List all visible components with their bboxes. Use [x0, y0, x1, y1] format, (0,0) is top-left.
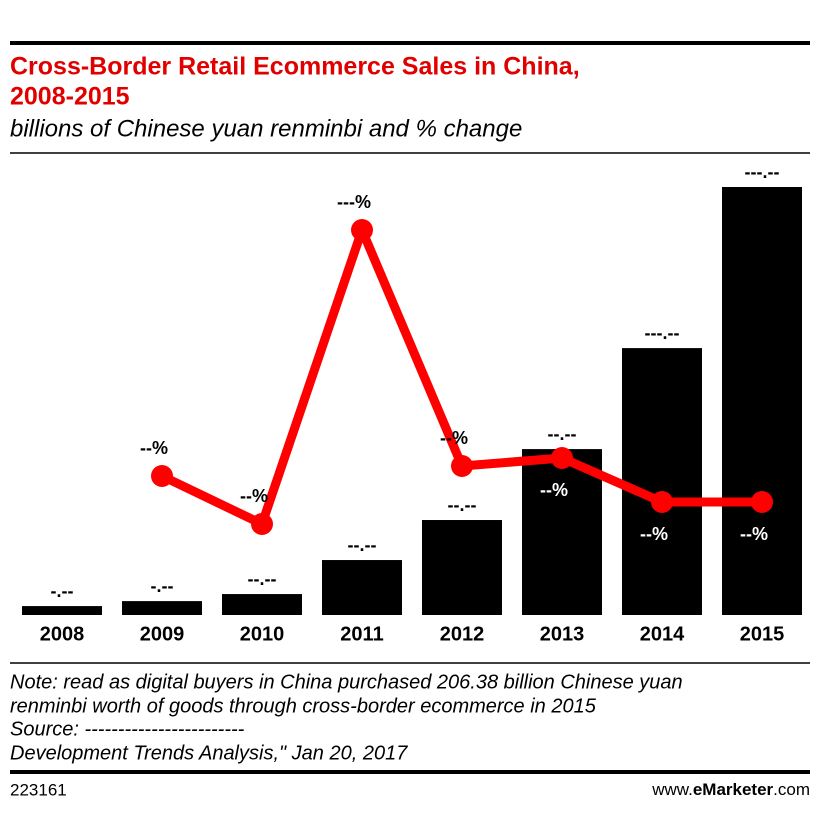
- bar: [22, 606, 102, 615]
- chart-subtitle: billions of Chinese yuan renminbi and % …: [10, 115, 522, 142]
- site-part: .com: [773, 780, 810, 799]
- x-tick-label: 2008: [40, 623, 85, 645]
- change-point: [551, 447, 573, 469]
- x-tick-label: 2012: [440, 623, 485, 645]
- bar: [322, 560, 402, 615]
- chart-id: 223161: [10, 780, 67, 799]
- site-part: www.: [651, 780, 693, 799]
- bar-value-label: --.--: [248, 569, 277, 589]
- bar: [522, 449, 602, 615]
- bar: [222, 594, 302, 615]
- change-label: --%: [740, 524, 768, 544]
- change-point: [251, 513, 273, 535]
- change-point: [351, 219, 373, 241]
- change-point: [451, 455, 473, 477]
- bar-value-label: --.--: [448, 495, 477, 515]
- bar: [122, 601, 202, 615]
- source-site: www.eMarketer.com: [651, 780, 810, 799]
- bar-value-label: -.--: [51, 581, 74, 601]
- note: Development Trends Analysis," Jan 20, 20…: [10, 742, 408, 764]
- note: Note: read as digital buyers in China pu…: [10, 671, 683, 693]
- x-tick-label: 2010: [240, 623, 285, 645]
- x-tick-label: 2013: [540, 623, 585, 645]
- bar: [422, 520, 502, 615]
- bar: [722, 187, 802, 615]
- change-label: ---%: [337, 192, 371, 212]
- bar-value-label: -.--: [151, 576, 174, 596]
- change-label: --%: [140, 438, 168, 458]
- bar-value-label: ---.--: [645, 323, 680, 343]
- site-part: eMarketer: [693, 780, 774, 799]
- change-point: [651, 491, 673, 513]
- change-point: [151, 465, 173, 487]
- bar-value-label: ---.--: [745, 162, 780, 182]
- change-label: --%: [640, 524, 668, 544]
- bar: [622, 348, 702, 615]
- note: Source: ------------------------: [10, 718, 245, 740]
- change-label: --%: [540, 480, 568, 500]
- x-tick-label: 2015: [740, 623, 785, 645]
- x-tick-label: 2009: [140, 623, 185, 645]
- bar-value-label: --.--: [548, 424, 577, 444]
- x-tick-label: 2014: [640, 623, 685, 645]
- chart-title: 2008-2015: [10, 83, 130, 111]
- chart-title: Cross-Border Retail Ecommerce Sales in C…: [10, 53, 580, 81]
- bar-value-label: --.--: [348, 535, 377, 555]
- x-tick-label: 2011: [340, 623, 383, 645]
- note: renminbi worth of goods through cross-bo…: [10, 695, 597, 717]
- change-label: --%: [440, 428, 468, 448]
- change-point: [751, 491, 773, 513]
- change-label: --%: [240, 486, 268, 506]
